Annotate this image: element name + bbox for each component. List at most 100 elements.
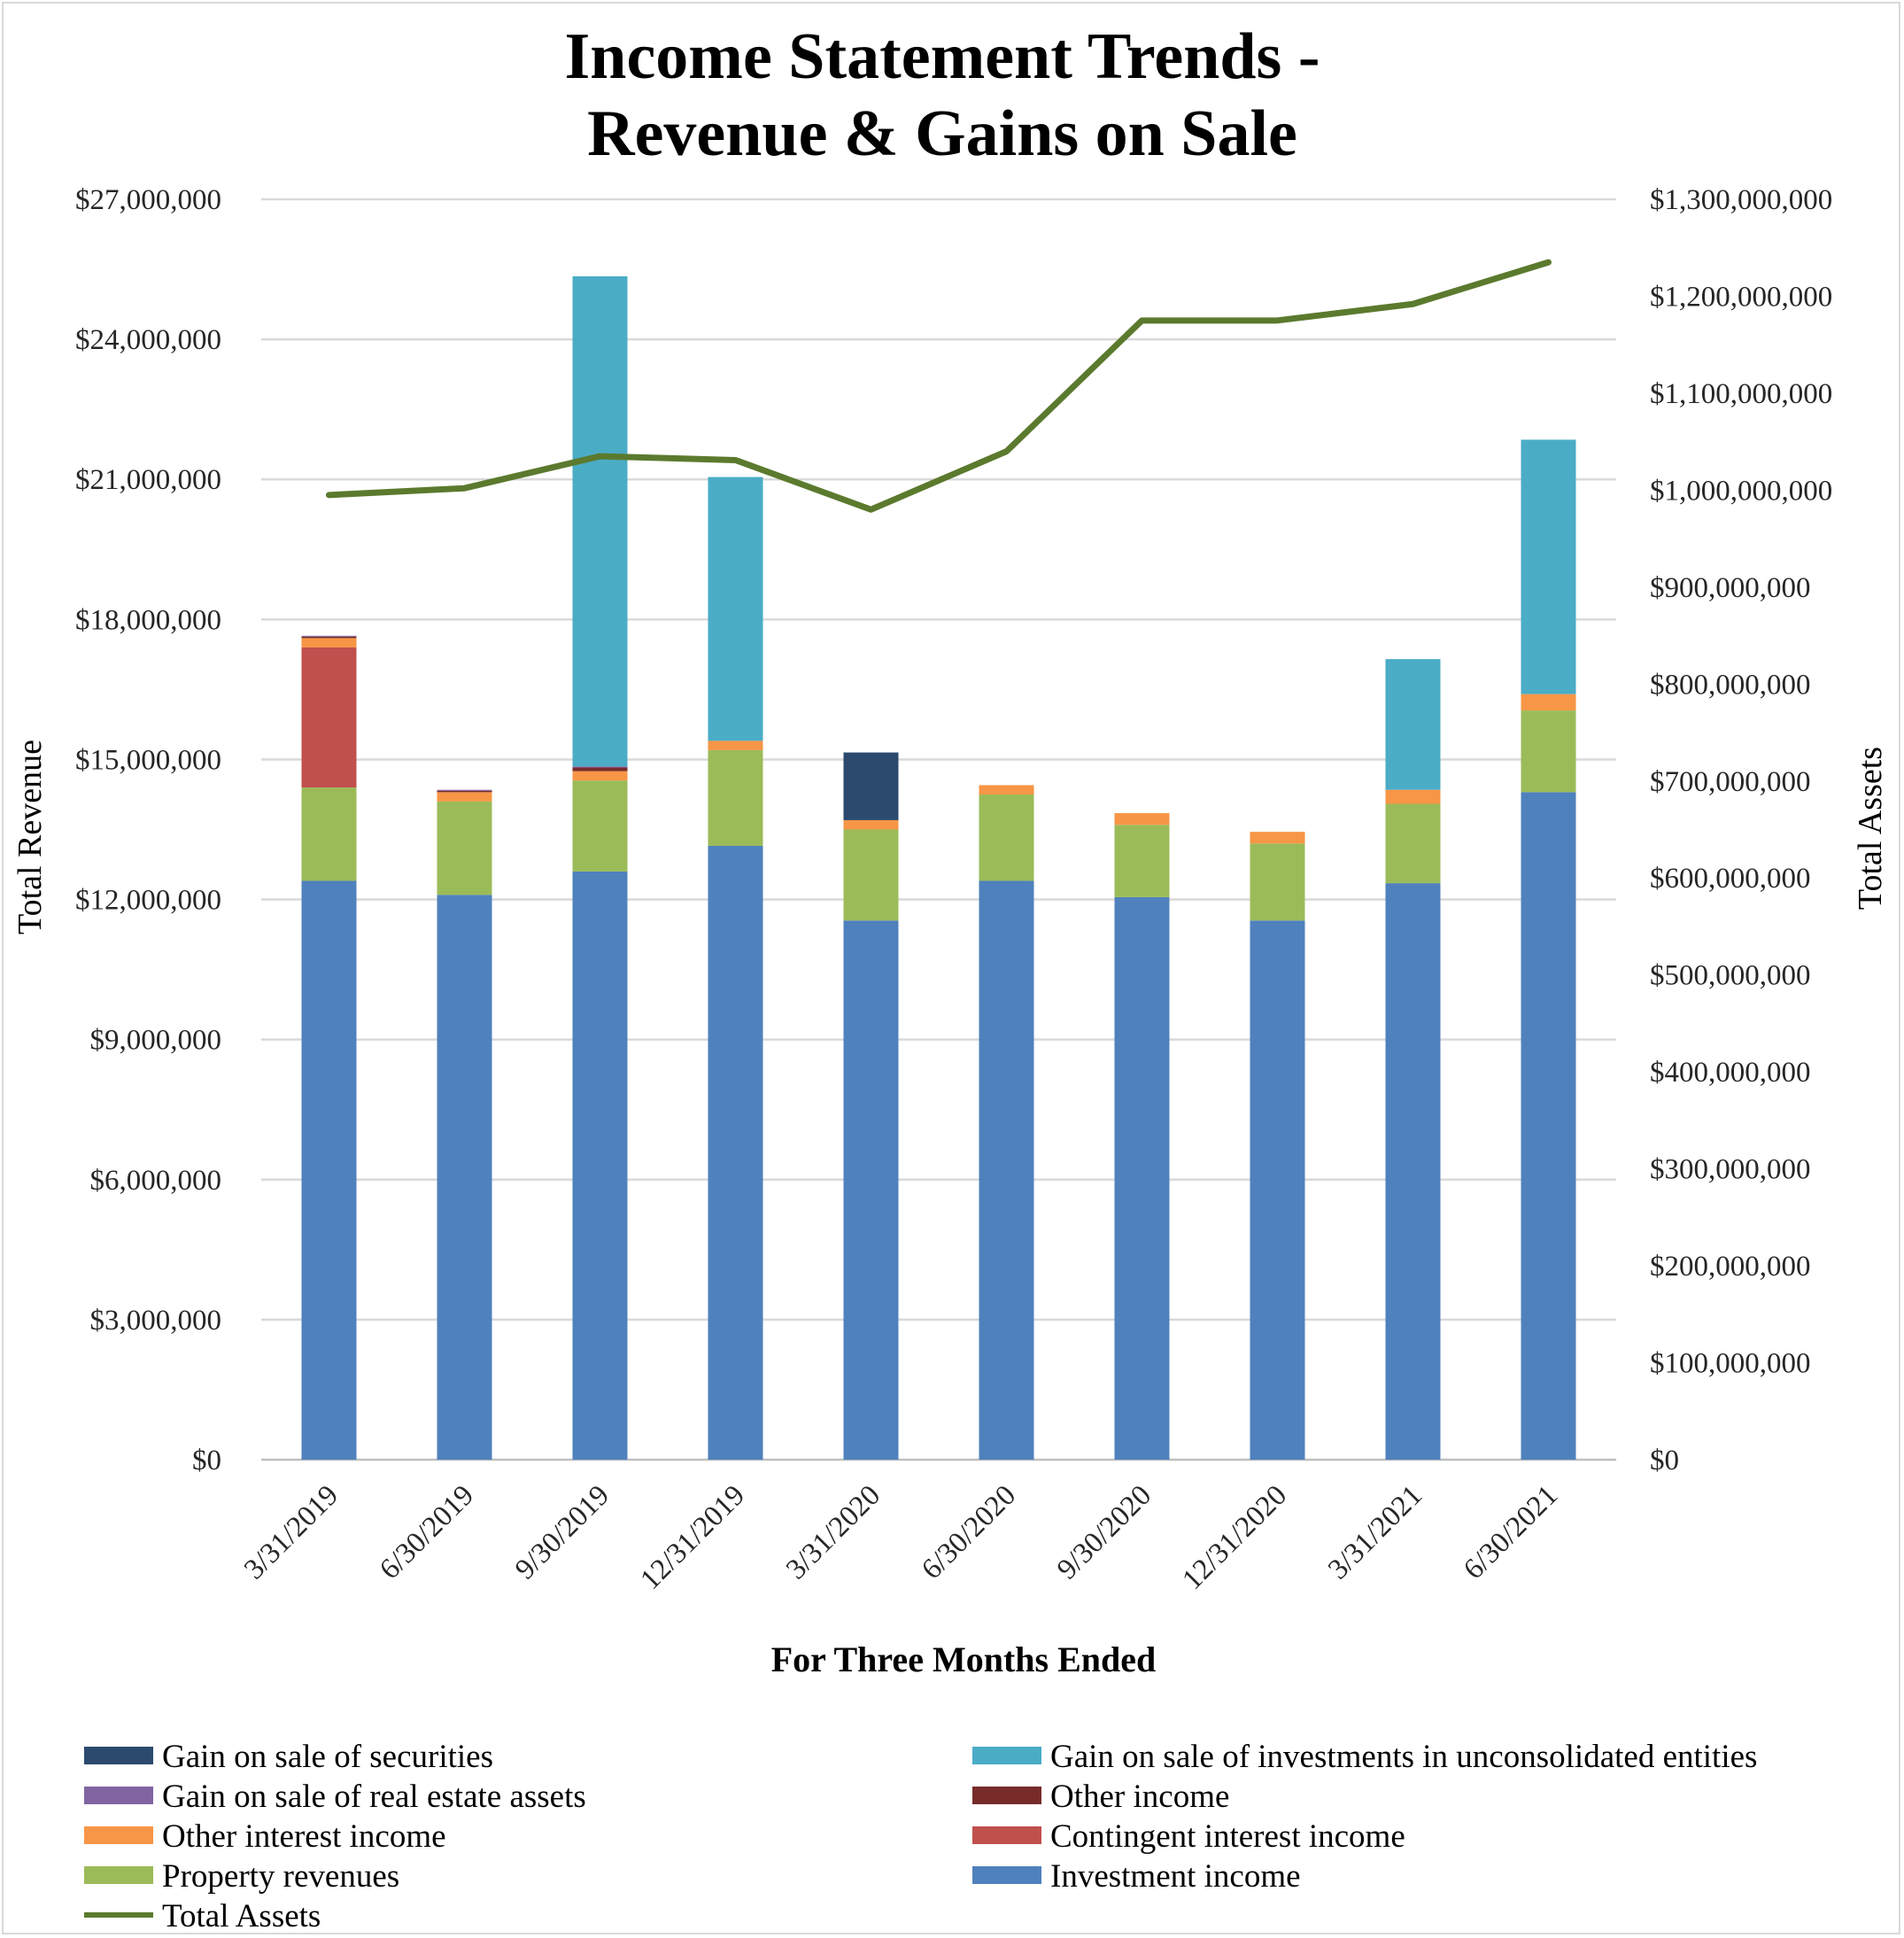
y2-tick-label: $400,000,000	[1650, 1057, 1811, 1089]
bar-segment	[301, 787, 357, 881]
bar-segment	[437, 789, 492, 791]
bar-segment	[1250, 832, 1305, 844]
bar-segment	[708, 740, 763, 750]
legend-swatch	[972, 1866, 1041, 1884]
x-axis-ticks: 3/31/2019 6/30/2019 9/30/2019 12/31/2019 3/3…	[238, 1479, 1564, 1596]
legend-label: Gain on sale of real estate assets	[162, 1779, 586, 1815]
bars	[301, 275, 1576, 1460]
y-axis-title: Total Revenue	[12, 740, 49, 934]
legend-label: Other income	[1050, 1779, 1229, 1815]
y-tick-label: $3,000,000	[90, 1305, 222, 1337]
bar-segment	[708, 477, 763, 741]
bar-segment	[572, 767, 628, 771]
legend-swatch	[972, 1826, 1041, 1844]
bar-segment	[1385, 803, 1441, 884]
bar-segment	[1385, 883, 1441, 1460]
x-tick-label: 12/31/2019	[634, 1479, 751, 1596]
bar-segment	[1521, 792, 1576, 1460]
bar-segment	[708, 749, 763, 846]
bar-segment	[301, 880, 357, 1460]
legend-label: Gain on sale of securities	[162, 1739, 493, 1775]
bar-segment	[1250, 843, 1305, 921]
y2-tick-label: $100,000,000	[1650, 1348, 1811, 1380]
chart-title-line-2: Revenue & Gains on Sale	[587, 97, 1297, 170]
legend-label: Property revenues	[162, 1858, 399, 1895]
x-tick-label: 3/31/2021	[1322, 1479, 1428, 1585]
y-tick-label: $12,000,000	[75, 885, 221, 917]
bar-segment	[979, 880, 1034, 1460]
total-assets-line	[326, 259, 1552, 513]
y2-tick-label: $500,000,000	[1650, 960, 1811, 992]
bar-segment	[437, 792, 492, 802]
x-tick-label: 6/30/2020	[916, 1479, 1022, 1585]
x-tick-label: 9/30/2019	[509, 1479, 615, 1585]
x-tick-label: 9/30/2020	[1051, 1479, 1157, 1585]
y-tick-label: $24,000,000	[75, 324, 221, 356]
y-tick-label: $15,000,000	[75, 744, 221, 776]
x-tick-label: 3/31/2020	[780, 1479, 886, 1585]
y-tick-label: $21,000,000	[75, 464, 221, 496]
bar-segment	[843, 920, 899, 1460]
bar-segment	[1250, 920, 1305, 1460]
bar-segment	[843, 819, 899, 830]
bar-segment	[979, 794, 1034, 881]
x-tick-label: 6/30/2019	[374, 1479, 480, 1585]
bar-segment	[708, 845, 763, 1460]
y2-tick-label: $900,000,000	[1650, 572, 1811, 604]
bar-segment	[572, 766, 628, 768]
bar-segment	[1114, 813, 1170, 826]
bar-segment	[301, 635, 357, 637]
x-tick-label: 6/30/2021	[1458, 1479, 1564, 1585]
bar-segment	[301, 638, 357, 647]
y2-axis-title: Total Assets	[1852, 747, 1889, 910]
bar-segment	[572, 871, 628, 1460]
legend-swatch	[84, 1826, 153, 1844]
y2-tick-label: $0	[1650, 1445, 1679, 1477]
legend-label: Other interest income	[162, 1818, 446, 1855]
bar-segment	[1521, 694, 1576, 711]
bar-segment	[437, 801, 492, 895]
y-tick-label: $6,000,000	[90, 1165, 222, 1197]
right-axis-ticks: $0 $100,000,000 $200,000,000 $300,000,000 $4…	[1650, 184, 1832, 1477]
bar-segment	[437, 895, 492, 1460]
y2-tick-label: $200,000,000	[1650, 1251, 1811, 1283]
legend: Gain on sale of securities Gain on sale o…	[84, 1739, 1757, 1934]
x-tick-label: 12/31/2020	[1176, 1479, 1293, 1596]
legend-swatch	[972, 1747, 1041, 1764]
y2-tick-label: $600,000,000	[1650, 863, 1811, 895]
x-tick-label: 3/31/2019	[238, 1479, 344, 1585]
bar-segment	[1114, 825, 1170, 897]
y2-tick-label: $1,000,000,000	[1650, 475, 1832, 507]
legend-swatch	[84, 1787, 153, 1804]
bar-segment	[301, 636, 357, 639]
y2-tick-label: $800,000,000	[1650, 669, 1811, 701]
y-tick-label: $0	[192, 1445, 221, 1477]
y2-tick-label: $1,300,000,000	[1650, 184, 1832, 216]
bar-segment	[572, 771, 628, 781]
y-tick-label: $18,000,000	[75, 604, 221, 636]
bar-segment	[979, 785, 1034, 795]
y2-tick-label: $1,100,000,000	[1650, 378, 1832, 410]
legend-label: Total Assets	[162, 1898, 321, 1934]
legend-label: Gain on sale of investments in unconsoli…	[1050, 1739, 1757, 1775]
bar-segment	[1385, 659, 1441, 790]
x-axis-title: For Three Months Ended	[771, 1640, 1157, 1679]
legend-label: Investment income	[1050, 1858, 1301, 1895]
legend-swatch	[972, 1787, 1041, 1804]
total-assets-line-layer	[326, 259, 1552, 513]
bar-segment	[843, 829, 899, 921]
y-tick-label: $27,000,000	[75, 184, 221, 216]
left-axis-ticks: $0 $3,000,000 $6,000,000 $9,000,000 $12,000,…	[75, 184, 221, 1477]
y2-tick-label: $300,000,000	[1650, 1154, 1811, 1186]
bar-segment	[572, 780, 628, 872]
y2-tick-label: $1,200,000,000	[1650, 281, 1832, 313]
bar-segment	[1521, 710, 1576, 793]
legend-swatch	[84, 1747, 153, 1764]
legend-swatch	[84, 1866, 153, 1884]
y2-tick-label: $700,000,000	[1650, 766, 1811, 798]
bar-segment	[843, 752, 899, 820]
bar-segment	[1114, 896, 1170, 1460]
y-tick-label: $9,000,000	[90, 1025, 222, 1057]
legend-label: Contingent interest income	[1050, 1818, 1405, 1855]
